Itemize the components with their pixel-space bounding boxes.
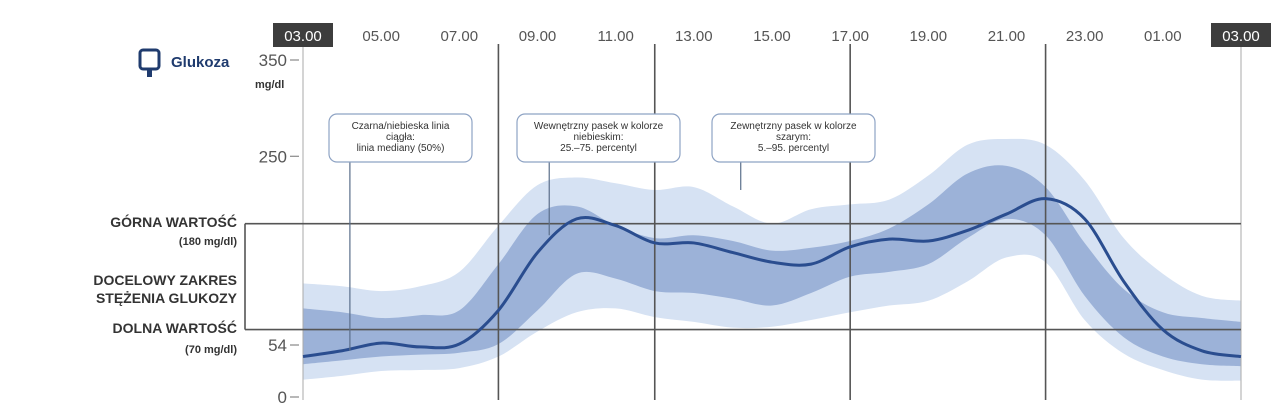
- callout-text: Czarna/niebieska linia: [352, 121, 450, 132]
- x-tick-highlight: [273, 23, 333, 47]
- y-tick-label: 54: [268, 336, 287, 355]
- y-tick-label: 250: [259, 147, 287, 166]
- callout-box: [328, 113, 473, 163]
- glucose-sensor-icon: [138, 48, 161, 77]
- x-tick-label: 13.00: [675, 28, 713, 45]
- legend-label: Glukoza: [171, 54, 230, 71]
- target-range-lines: [244, 222, 1241, 331]
- x-tick-label: 19.00: [910, 28, 948, 45]
- x-tick-label: 05.00: [362, 28, 400, 45]
- x-tick-label: 03.00: [1222, 28, 1260, 45]
- callout-text: Wewnętrzny pasek w kolorze: [534, 121, 664, 132]
- x-tick-label: 01.00: [1144, 28, 1182, 45]
- median-line: [302, 197, 1242, 359]
- target-range-labels: GÓRNA WARTOŚĆ (180 mg/dl) DOCELOWY ZAKRES S…: [93, 213, 237, 356]
- callout-box: [711, 113, 876, 163]
- callout-text: 25.–75. percentyl: [560, 143, 637, 154]
- y-axis: 0 54 250 350 mg/dl: [255, 51, 299, 407]
- x-tick-label: 09.00: [519, 28, 557, 45]
- callout-text: 5.–95. percentyl: [758, 143, 829, 154]
- callout-text: ciągła:: [386, 132, 415, 143]
- band-p25_75: [303, 165, 1241, 367]
- y-tick-label: 350: [259, 51, 287, 70]
- x-tick-label: 11.00: [597, 28, 633, 45]
- time-gridlines: [302, 44, 1242, 400]
- target-range-label: DOCELOWY ZAKRES: [93, 272, 237, 288]
- x-tick-label: 17.00: [831, 28, 869, 45]
- x-tick-label: 03.00: [284, 28, 322, 45]
- x-tick-label: 15.00: [753, 28, 791, 45]
- callout-text: szarym:: [776, 132, 811, 143]
- callout-text: niebieskim:: [573, 132, 623, 143]
- x-tick-label: 21.00: [988, 28, 1026, 45]
- target-range-label: GÓRNA WARTOŚĆ: [110, 213, 237, 230]
- median-line-group: [302, 197, 1242, 359]
- target-range-label: (70 mg/dl): [185, 344, 237, 356]
- target-range-label: DOLNA WARTOŚĆ: [113, 319, 237, 336]
- callout-box: [516, 113, 681, 163]
- x-tick-highlight: [1211, 23, 1271, 47]
- x-tick-label: 07.00: [441, 28, 479, 45]
- target-range-label: STĘŻENIA GLUKOZY: [96, 290, 238, 306]
- target-range-label: (180 mg/dl): [179, 236, 237, 248]
- y-tick-label: 0: [278, 388, 287, 407]
- callout-text: linia mediany (50%): [357, 143, 445, 154]
- percentile-bands: [303, 138, 1241, 381]
- legend: Glukoza: [138, 48, 230, 77]
- y-unit-label: mg/dl: [255, 79, 284, 91]
- x-axis: 03.00 05.00 07.00 09.00 11.00 13.00 15.00 17.00…: [273, 23, 1271, 47]
- callout-text: Zewnętrzny pasek w kolorze: [730, 121, 857, 132]
- x-tick-label: 23.00: [1066, 28, 1104, 45]
